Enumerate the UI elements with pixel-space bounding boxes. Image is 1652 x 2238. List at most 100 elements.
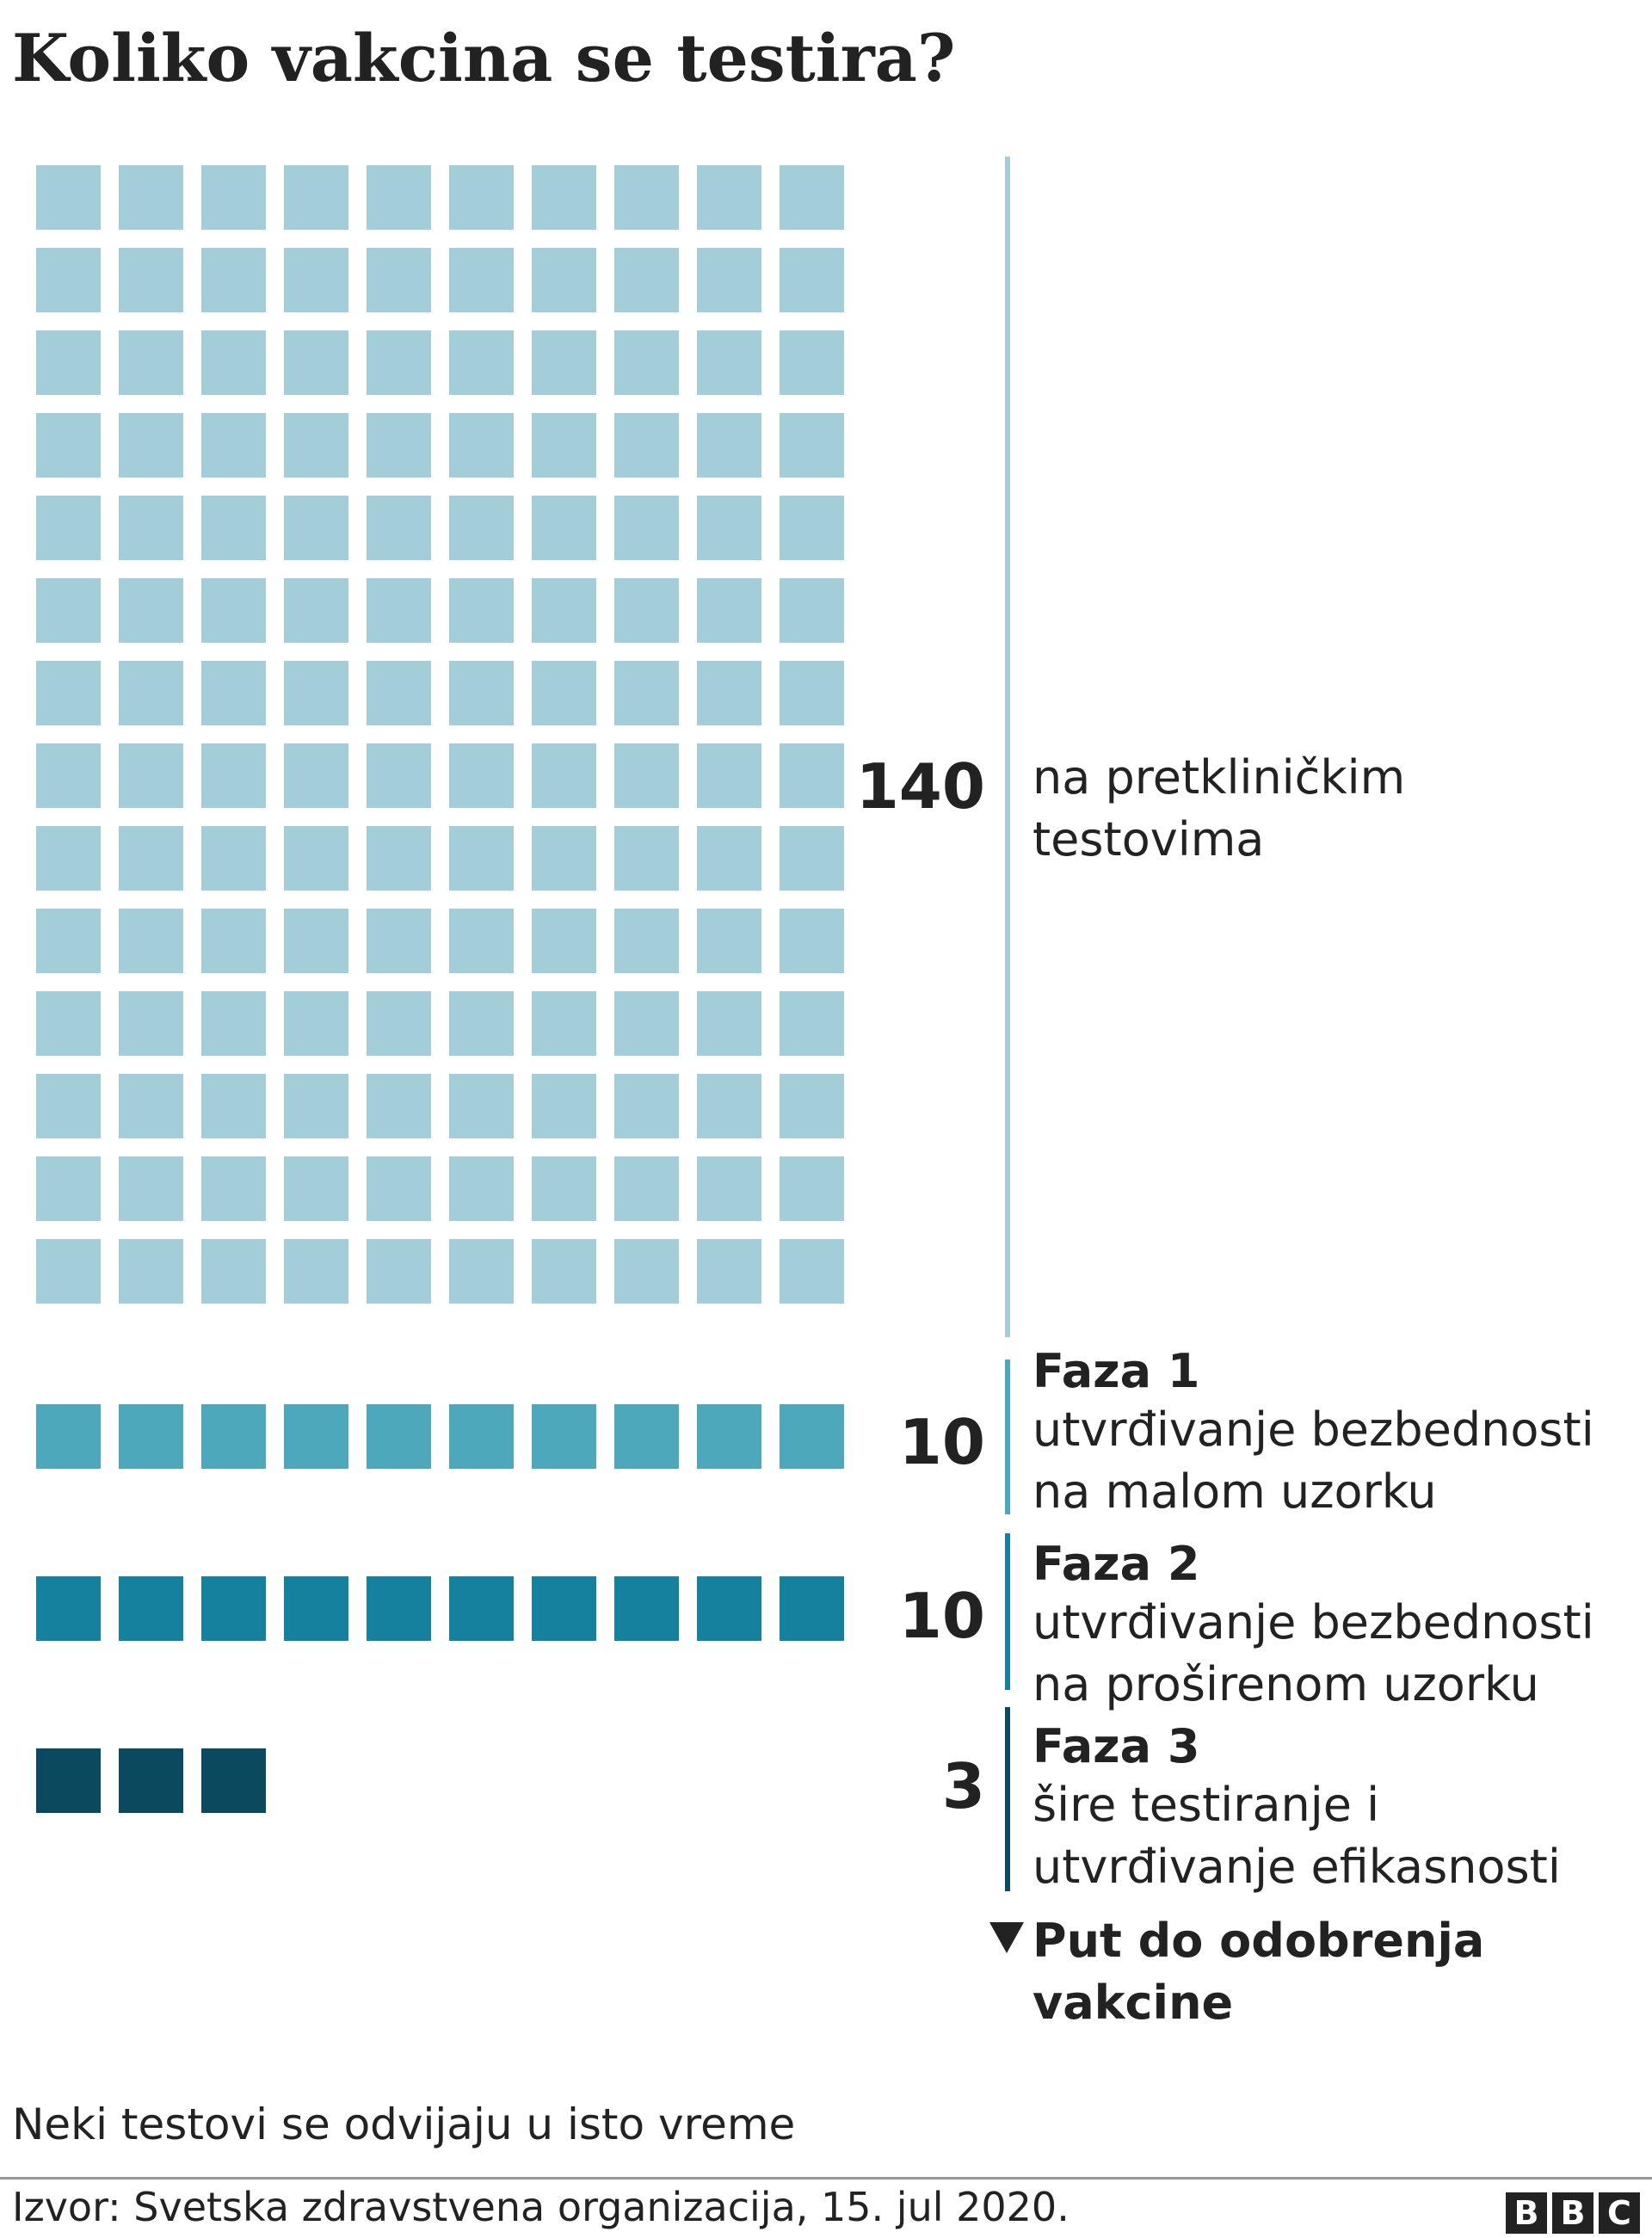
waffle-square-phase2 [780,1576,844,1641]
waffle-square-preclinical [449,1156,514,1221]
label-phase3-line2: utvrđivanje efikasnosti [1032,1840,1561,1894]
waffle-square-preclinical [201,413,266,478]
waffle-square-preclinical [36,1239,101,1304]
footnote: Neki testovi se odvijaju u isto vreme [12,2099,796,2149]
waffle-square-phase2 [36,1576,101,1641]
waffle-square-preclinical [449,248,514,312]
waffle-square-preclinical [284,743,348,808]
waffle-square-preclinical [36,165,101,230]
approval-path-line1: Put do odobrenja [1032,1914,1485,1968]
waffle-square-preclinical [201,330,266,395]
waffle-square-preclinical [532,1239,596,1304]
waffle-square-preclinical [284,165,348,230]
waffle-square-preclinical [780,826,844,891]
waffle-square-phase1 [201,1404,266,1469]
waffle-square-phase1 [284,1404,348,1469]
waffle-square-preclinical [201,826,266,891]
label-phase2-heading: Faza 2 [1032,1537,1200,1591]
waffle-square-preclinical [119,413,183,478]
waffle-square-preclinical [119,661,183,725]
waffle-square-preclinical [780,1074,844,1138]
waffle-square-preclinical [532,1156,596,1221]
waffle-square-preclinical [36,991,101,1056]
waffle-square-preclinical [119,909,183,973]
waffle-square-preclinical [614,413,679,478]
waffle-square-phase1 [532,1404,596,1469]
waffle-square-preclinical [284,661,348,725]
waffle-square-preclinical [697,248,761,312]
waffle-square-phase2 [284,1576,348,1641]
bracket-phase3 [1005,1707,1010,1891]
bbc-logo-letter: B [1552,2192,1593,2234]
waffle-square-preclinical [201,1239,266,1304]
waffle-square-preclinical [367,248,431,312]
waffle-square-phase3 [119,1748,183,1813]
label-phase2: Faza 2 utvrđivanje bezbednosti na prošir… [1032,1537,1594,1716]
waffle-square-preclinical [449,1239,514,1304]
waffle-square-preclinical [201,1156,266,1221]
waffle-square-phase1 [697,1404,761,1469]
waffle-square-preclinical [614,826,679,891]
label-phase1-line2: na malom uzorku [1032,1464,1437,1519]
approval-path-line2: vakcine [1032,1976,1234,2030]
waffle-square-preclinical [367,826,431,891]
waffle-square-phase2 [697,1576,761,1641]
waffle-square-preclinical [449,661,514,725]
label-phase3-heading: Faza 3 [1032,1719,1200,1773]
waffle-square-preclinical [614,330,679,395]
waffle-square-preclinical [367,1156,431,1221]
waffle-square-phase1 [614,1404,679,1469]
waffle-square-preclinical [449,1074,514,1138]
waffle-square-phase1 [367,1404,431,1469]
waffle-square-preclinical [532,1074,596,1138]
waffle-square-preclinical [284,330,348,395]
waffle-square-phase1 [449,1404,514,1469]
waffle-square-preclinical [367,1239,431,1304]
label-phase3: Faza 3 šire testiranje i utvrđivanje efi… [1032,1719,1561,1898]
waffle-square-preclinical [449,909,514,973]
down-triangle-icon [989,1922,1024,1953]
waffle-square-preclinical [780,1239,844,1304]
waffle-square-preclinical [780,413,844,478]
waffle-square-preclinical [201,661,266,725]
bracket-phase2 [1005,1533,1010,1690]
waffle-square-phase2 [532,1576,596,1641]
waffle-square-preclinical [614,743,679,808]
waffle-square-preclinical [201,578,266,643]
waffle-square-preclinical [367,165,431,230]
waffle-square-preclinical [284,826,348,891]
waffle-square-preclinical [201,991,266,1056]
waffle-square-preclinical [449,496,514,560]
waffle-square-preclinical [780,1156,844,1221]
waffle-square-preclinical [780,743,844,808]
waffle-square-preclinical [697,991,761,1056]
waffle-square-preclinical [119,330,183,395]
bracket-preclinical [1005,157,1010,1337]
waffle-square-preclinical [201,165,266,230]
waffle-square-preclinical [449,826,514,891]
waffle-square-phase2 [614,1576,679,1641]
waffle-square-preclinical [614,1156,679,1221]
label-phase2-line1: utvrđivanje bezbednosti [1032,1595,1594,1649]
waffle-square-preclinical [367,413,431,478]
footer-divider [0,2177,1652,2179]
bracket-phase1 [1005,1359,1010,1514]
waffle-square-preclinical [697,826,761,891]
waffle-square-preclinical [201,743,266,808]
count-phase2: 10 [898,1580,985,1652]
waffle-square-preclinical [119,496,183,560]
waffle-square-preclinical [201,248,266,312]
label-preclinical-line1: na pretkliničkim [1032,750,1406,805]
waffle-square-preclinical [614,248,679,312]
waffle-square-preclinical [614,1239,679,1304]
waffle-square-preclinical [614,578,679,643]
waffle-square-preclinical [449,743,514,808]
waffle-square-preclinical [780,165,844,230]
waffle-square-preclinical [697,413,761,478]
waffle-square-preclinical [780,496,844,560]
waffle-chart [36,165,844,1813]
waffle-square-preclinical [697,496,761,560]
waffle-square-preclinical [284,248,348,312]
source-text: Izvor: Svetska zdravstvena organizacija,… [12,2184,1069,2230]
waffle-square-preclinical [36,330,101,395]
